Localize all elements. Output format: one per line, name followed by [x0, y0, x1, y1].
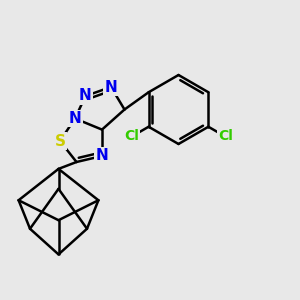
Text: S: S: [55, 134, 65, 148]
Text: N: N: [79, 88, 92, 104]
Text: Cl: Cl: [124, 130, 139, 143]
Text: Cl: Cl: [218, 130, 233, 143]
Text: N: N: [69, 111, 81, 126]
Text: N: N: [105, 80, 117, 94]
Text: N: N: [96, 148, 108, 164]
